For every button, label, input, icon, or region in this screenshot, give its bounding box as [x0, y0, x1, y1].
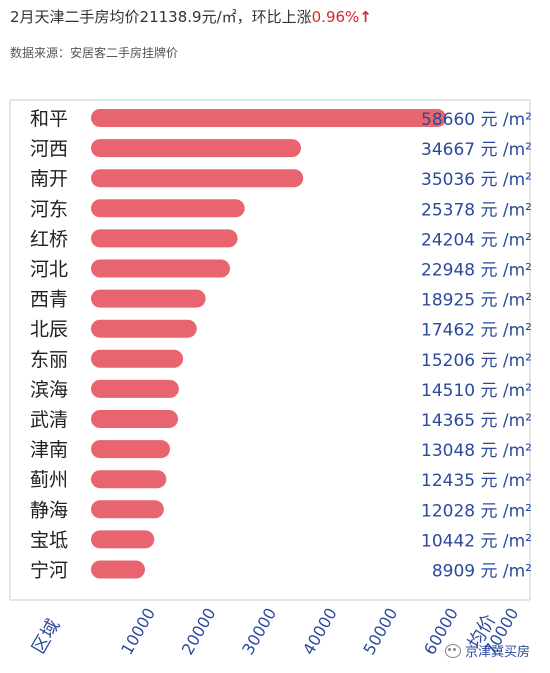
value-label: 14510 元 /m²: [421, 381, 532, 401]
category-label: 东丽: [30, 349, 68, 371]
category-label: 武清: [30, 409, 68, 431]
headline-text: 2月天津二手房均价21138.9元/㎡，环比上涨: [10, 8, 312, 26]
bar-4: [91, 229, 238, 248]
bar-5: [91, 259, 230, 278]
category-label: 河北: [30, 259, 68, 281]
bar-13: [91, 500, 164, 519]
headline-change: 0.96%: [311, 8, 360, 26]
category-label: 河东: [30, 198, 68, 220]
bars-group: [91, 109, 447, 579]
value-label: 25378 元 /m²: [421, 200, 532, 220]
bar-2: [91, 169, 304, 188]
value-label: 34667 元 /m²: [421, 140, 532, 160]
x-tick-label: 10000: [117, 605, 159, 659]
value-label: 17462 元 /m²: [421, 321, 532, 341]
watermark-text: 京津冀买房: [465, 645, 531, 660]
bar-1: [91, 139, 301, 158]
value-label: 18925 元 /m²: [421, 291, 532, 311]
bar-7: [91, 319, 197, 338]
value-label: 14365 元 /m²: [421, 411, 532, 431]
bar-11: [91, 440, 171, 459]
category-label: 静海: [30, 499, 68, 521]
bar-8: [91, 349, 184, 368]
bar-12: [91, 470, 167, 489]
category-label: 红桥: [30, 228, 68, 250]
bar-10: [91, 410, 179, 428]
bar-0: [91, 109, 447, 127]
category-label: 和平: [30, 108, 68, 130]
watermark: 京津冀买房: [445, 641, 530, 660]
bar-9: [91, 379, 179, 398]
category-label: 宝坻: [30, 529, 68, 551]
bar-14: [91, 530, 155, 549]
value-label: 10442 元 /m²: [421, 531, 532, 551]
x-tick-label: 50000: [359, 605, 401, 659]
bar-3: [91, 199, 245, 218]
category-label: 河西: [30, 138, 68, 160]
category-label: 津南: [30, 439, 68, 461]
value-label: 12028 元 /m²: [421, 501, 532, 521]
category-label: 蓟州: [30, 469, 68, 491]
x-tick-label: 20000: [178, 605, 220, 659]
y-axis-title: 区域: [28, 616, 64, 658]
value-label: 15206 元 /m²: [421, 351, 532, 371]
value-label: 22948 元 /m²: [421, 261, 532, 281]
value-label: 12435 元 /m²: [421, 471, 532, 491]
value-label: 35036 元 /m²: [421, 170, 532, 190]
bar-15: [91, 560, 145, 579]
value-label: 8909 元 /m²: [432, 562, 532, 582]
value-labels: 58660 元 /m² 34667 元 /m² 35036 元 /m² 25378 元…: [421, 110, 532, 582]
category-label: 北辰: [30, 319, 68, 341]
category-label: 宁河: [30, 560, 68, 582]
value-label: 58660 元 /m²: [421, 110, 532, 130]
bar-6: [91, 289, 206, 308]
value-label: 24204 元 /m²: [421, 230, 532, 250]
category-label: 西青: [30, 289, 68, 311]
x-tick-label: 40000: [299, 605, 341, 659]
category-label: 滨海: [30, 379, 68, 401]
chart-headline: 2月天津二手房均价21138.9元/㎡，环比上涨0.96%↑: [10, 6, 372, 27]
data-source: 数据来源：安居客二手房挂牌价: [10, 46, 179, 60]
category-label: 南开: [30, 168, 68, 190]
x-tick-label: 30000: [238, 605, 280, 659]
value-label: 13048 元 /m²: [421, 441, 532, 461]
wechat-icon: [445, 643, 461, 658]
up-arrow-icon: ↑: [359, 8, 372, 26]
